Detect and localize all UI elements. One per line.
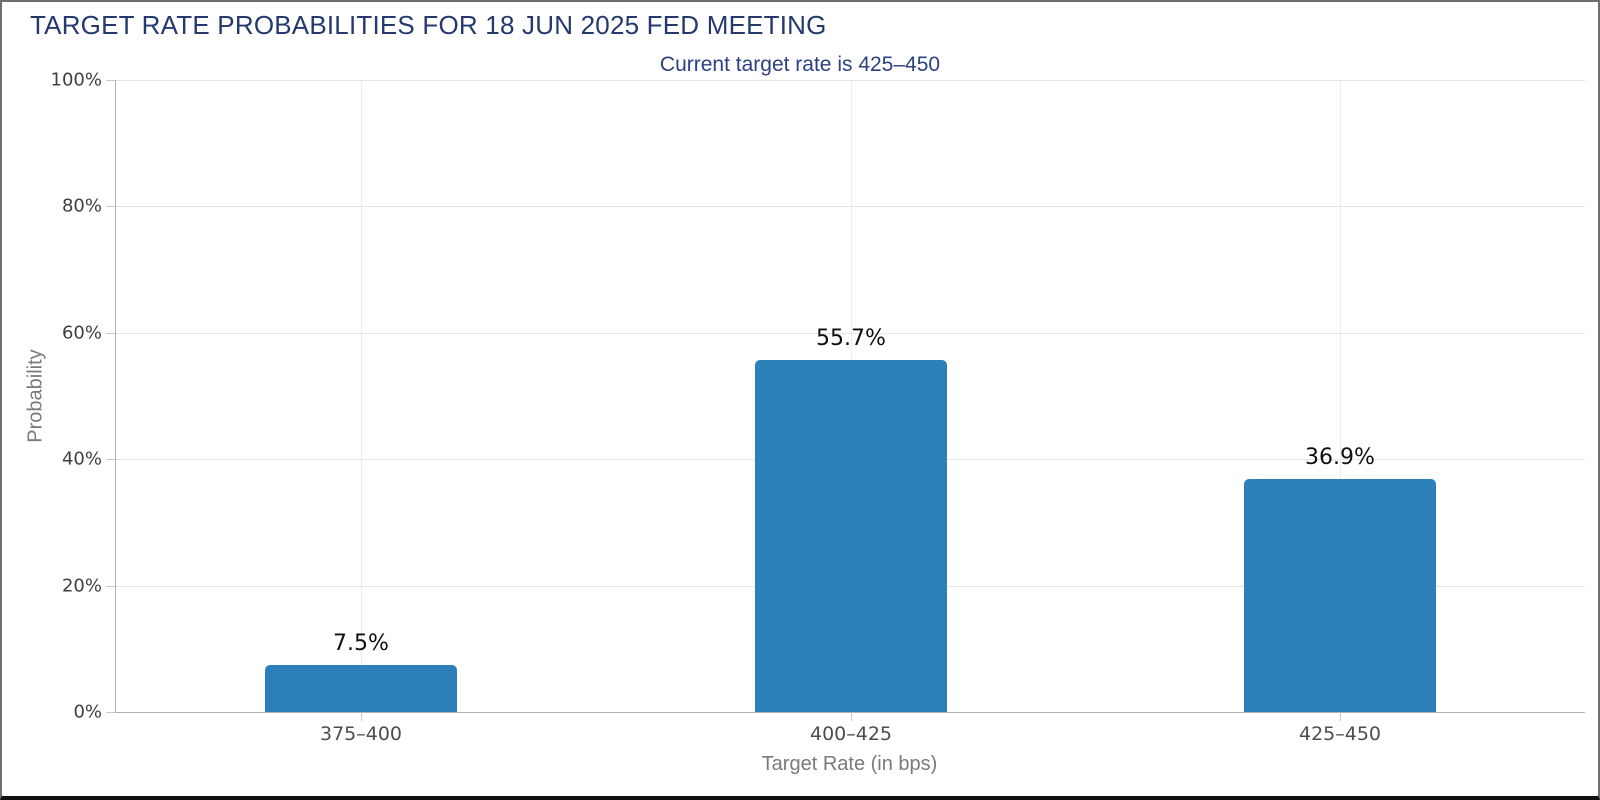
y-axis-tick: [106, 206, 115, 207]
y-axis-tick: [106, 80, 115, 81]
bar-375-400[interactable]: [265, 665, 457, 712]
x-axis-title: Target Rate (in bps): [761, 753, 938, 775]
x-tick-label: 375–400: [319, 723, 403, 745]
chart-subtitle: Current target rate is 425–450: [659, 53, 941, 76]
y-axis-tick: [106, 586, 115, 587]
x-tick-label: 400–425: [809, 723, 893, 745]
x-tick-label: 425–450: [1298, 723, 1382, 745]
y-axis-tick: [106, 459, 115, 460]
x-axis-tick: [851, 712, 852, 721]
y-axis-tick: [106, 712, 115, 713]
y-tick-label: 0%: [73, 701, 102, 723]
y-tick-label: 80%: [61, 195, 102, 217]
x-axis-tick: [361, 712, 362, 721]
plot-area: 0% 20% 40% 60% 80% 100% 375–400 7.5% 400–425 55.7…: [51, 70, 1585, 745]
y-tick-label: 20%: [61, 575, 102, 597]
y-tick-label: 40%: [61, 448, 102, 470]
y-tick-label: 100%: [50, 69, 102, 91]
x-gridline: [1340, 80, 1341, 712]
y-axis-tick: [106, 333, 115, 334]
y-gridline: [116, 80, 1585, 81]
bar-value-label: 7.5%: [333, 631, 389, 656]
x-axis-tick: [1340, 712, 1341, 721]
bar-value-label: 55.7%: [816, 326, 886, 351]
y-gridline: [116, 206, 1585, 207]
y-axis-title: Probability: [24, 349, 47, 443]
x-gridline: [361, 80, 362, 712]
bar-425-450[interactable]: [1244, 479, 1436, 712]
y-tick-label: 60%: [61, 322, 102, 344]
bar-400-425[interactable]: [755, 360, 947, 712]
bar-value-label: 36.9%: [1305, 445, 1375, 470]
y-gridline: [116, 333, 1585, 334]
chart-title: TARGET RATE PROBABILITIES FOR 18 JUN 202…: [30, 10, 827, 40]
